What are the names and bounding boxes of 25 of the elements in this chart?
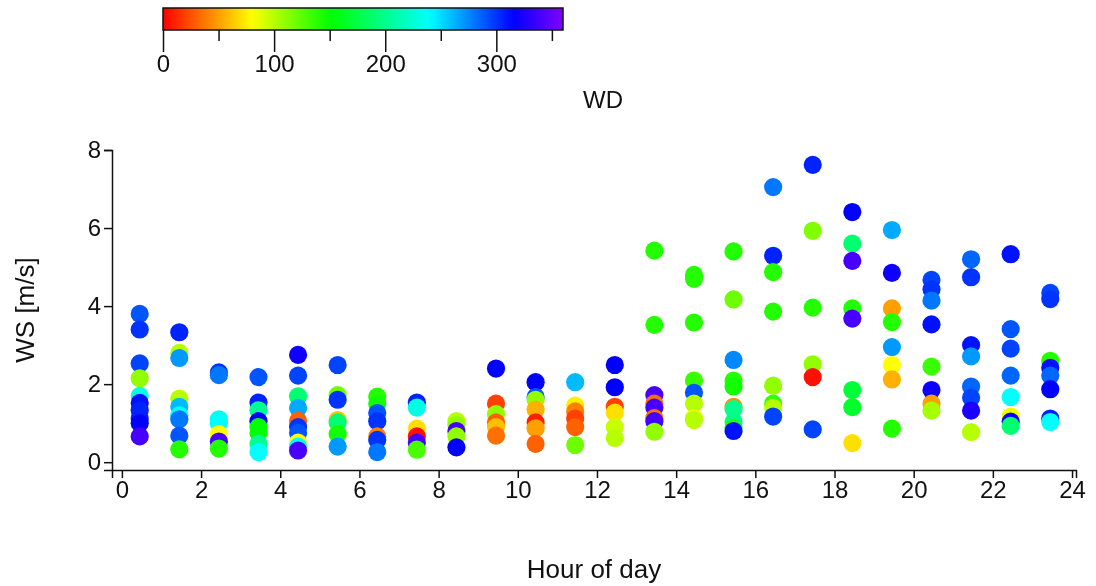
color-bar-title: WD [583, 86, 623, 113]
x-tick-label: 16 [742, 476, 770, 504]
x-tick-label: 8 [432, 476, 446, 504]
y-tick-label: 6 [87, 214, 101, 242]
x-tick-label: 6 [353, 476, 367, 504]
color-bar-label: 0 [156, 50, 171, 78]
x-tick-label: 12 [584, 476, 611, 504]
x-tick-label: 10 [504, 476, 532, 504]
color-bar-label: 300 [476, 50, 517, 78]
y-tick-label: 8 [87, 136, 101, 164]
x-tick-label: 22 [980, 476, 1007, 504]
x-tick-label: 20 [900, 476, 928, 504]
x-tick-label: 18 [821, 476, 849, 504]
x-tick-label: 14 [663, 476, 690, 504]
x-tick-label: 24 [1059, 476, 1086, 504]
x-tick-label: 4 [274, 476, 288, 504]
y-axis-title: WS [m/s] [10, 257, 40, 363]
x-axis-title: Hour of day [526, 554, 662, 584]
y-tick-label: 4 [87, 292, 101, 320]
color-bar-label: 200 [365, 50, 406, 78]
x-tick-label: 0 [115, 476, 130, 504]
y-tick-label: 2 [87, 370, 101, 398]
color-bar-label: 100 [254, 50, 295, 78]
x-tick-label: 2 [194, 476, 209, 504]
y-tick-label: 0 [87, 448, 101, 476]
